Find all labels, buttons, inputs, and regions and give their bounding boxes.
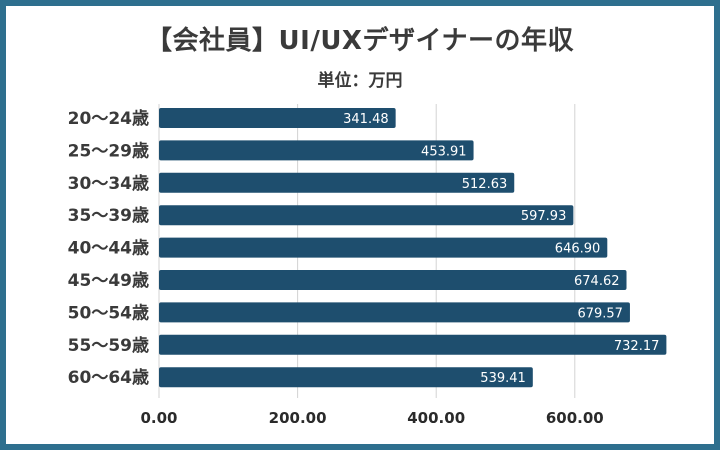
bar [159,334,667,355]
bar [159,172,515,193]
category-label: 40～44歳 [68,238,149,259]
category-label: 50～54歳 [68,302,149,323]
data-label: 341.48 [343,112,389,127]
chart-subtitle: 単位：万円 [317,71,403,91]
data-label: 453.91 [421,144,467,159]
category-label: 55～59歳 [68,335,149,356]
chart-title: 【会社員】UI/UXデザイナーの年収 [146,26,574,56]
category-label: 25～29歳 [68,140,149,161]
bar [159,108,396,128]
bar [159,237,608,258]
data-label: 679.57 [577,306,623,321]
x-tick-label: 600.00 [546,409,604,427]
data-label: 646.90 [555,242,601,257]
data-label: 674.62 [574,274,620,289]
category-label: 35～39歳 [68,205,149,226]
bar [159,367,533,388]
bar [159,270,627,290]
x-tick-label: 0.00 [140,409,177,427]
category-label: 20～24歳 [68,108,149,129]
x-tick-label: 200.00 [269,409,327,427]
category-label: 45～49歳 [68,270,149,291]
bar [159,205,574,226]
x-tick-label: 400.00 [407,409,465,427]
data-label: 732.17 [614,339,660,354]
data-label: 512.63 [462,177,508,192]
category-label: 30～34歳 [68,173,149,194]
data-label: 597.93 [521,209,567,224]
data-label: 539.41 [480,371,526,386]
bar [159,140,474,161]
category-label: 60～64歳 [68,367,149,388]
bar [159,302,630,323]
